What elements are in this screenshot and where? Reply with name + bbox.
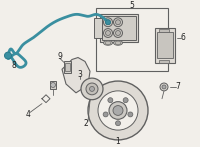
Bar <box>100 14 138 42</box>
Circle shape <box>106 31 110 35</box>
Ellipse shape <box>114 40 122 45</box>
Bar <box>159 60 169 63</box>
Bar <box>94 18 102 38</box>
Bar <box>159 29 169 32</box>
Circle shape <box>116 20 120 25</box>
Circle shape <box>114 29 122 37</box>
Bar <box>64 61 71 73</box>
Circle shape <box>4 52 12 59</box>
Bar <box>96 9 168 71</box>
Circle shape <box>86 83 98 95</box>
Circle shape <box>98 91 138 130</box>
Ellipse shape <box>104 40 112 45</box>
Text: 4: 4 <box>26 110 30 119</box>
Text: 2: 2 <box>84 119 88 128</box>
Text: 6: 6 <box>181 33 185 42</box>
Bar <box>157 32 173 57</box>
Bar <box>65 63 70 71</box>
Bar <box>50 81 56 89</box>
Circle shape <box>128 112 133 117</box>
Text: 3: 3 <box>78 70 82 79</box>
Circle shape <box>103 112 108 117</box>
Text: 1: 1 <box>116 137 120 146</box>
Circle shape <box>88 81 148 140</box>
Circle shape <box>108 98 113 103</box>
Text: 7: 7 <box>176 82 180 91</box>
Text: 8: 8 <box>12 61 16 70</box>
Circle shape <box>113 106 123 115</box>
Circle shape <box>114 18 122 27</box>
Circle shape <box>90 86 95 91</box>
Polygon shape <box>62 57 90 93</box>
Circle shape <box>81 78 103 100</box>
Circle shape <box>104 29 112 37</box>
Circle shape <box>109 102 127 119</box>
Circle shape <box>162 85 166 89</box>
Ellipse shape <box>115 41 121 45</box>
Circle shape <box>50 82 56 87</box>
Text: 9: 9 <box>58 52 62 61</box>
Circle shape <box>104 18 112 27</box>
Circle shape <box>160 83 168 91</box>
Bar <box>155 28 175 63</box>
Circle shape <box>106 20 110 25</box>
Circle shape <box>116 121 120 126</box>
Text: 5: 5 <box>130 1 134 10</box>
Circle shape <box>123 98 128 103</box>
Circle shape <box>106 20 110 25</box>
Ellipse shape <box>105 41 111 45</box>
Bar <box>102 16 136 40</box>
Circle shape <box>116 31 120 35</box>
